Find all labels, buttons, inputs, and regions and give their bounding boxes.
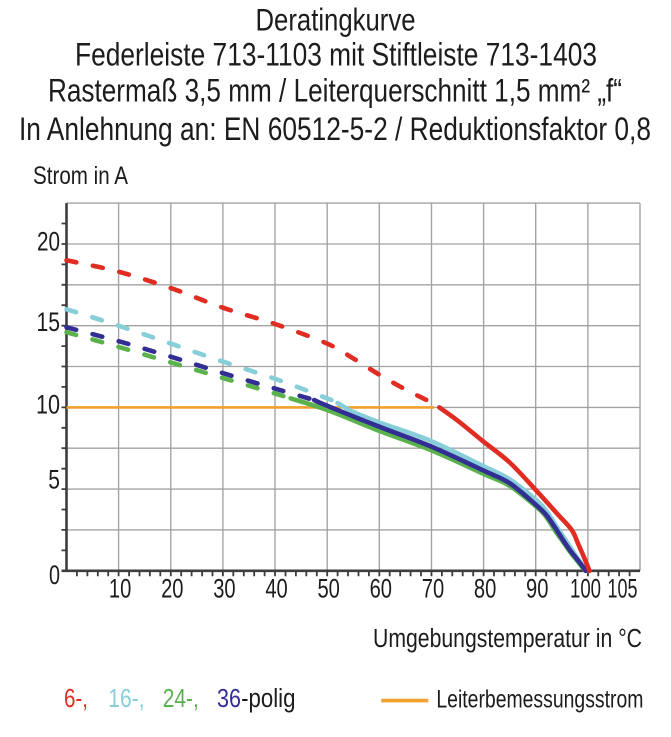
svg-text:-polig: -polig bbox=[241, 685, 295, 713]
svg-text:16-,: 16-, bbox=[108, 685, 144, 713]
svg-text:5: 5 bbox=[48, 465, 60, 495]
svg-text:Leiterbemessungsstrom: Leiterbemessungsstrom bbox=[436, 686, 643, 714]
svg-text:10: 10 bbox=[36, 389, 60, 419]
svg-text:40: 40 bbox=[265, 574, 287, 604]
svg-text:36: 36 bbox=[217, 685, 241, 713]
svg-text:Strom in A: Strom in A bbox=[33, 163, 128, 190]
svg-text:Umgebungstemperatur in °C: Umgebungstemperatur in °C bbox=[373, 625, 642, 653]
svg-text:0: 0 bbox=[49, 560, 60, 590]
svg-text:In Anlehnung an: EN 60512-5-2: In Anlehnung an: EN 60512-5-2 / Reduktio… bbox=[19, 111, 651, 147]
svg-text:20: 20 bbox=[161, 574, 183, 604]
svg-text:90: 90 bbox=[526, 574, 548, 604]
svg-text:30: 30 bbox=[213, 574, 235, 604]
svg-text:15: 15 bbox=[37, 307, 61, 337]
svg-text:20: 20 bbox=[37, 227, 60, 257]
svg-text:105: 105 bbox=[608, 574, 638, 604]
svg-text:60: 60 bbox=[370, 574, 392, 604]
svg-text:70: 70 bbox=[422, 574, 444, 604]
svg-text:100: 100 bbox=[570, 574, 601, 604]
svg-text:Federleiste 713-1103 mit Stift: Federleiste 713-1103 mit Stiftleiste 713… bbox=[75, 37, 597, 73]
svg-text:Rastermaß 3,5 mm / Leiterquers: Rastermaß 3,5 mm / Leiterquerschnitt 1,5… bbox=[48, 73, 622, 109]
svg-text:6-,: 6-, bbox=[64, 685, 88, 713]
svg-text:10: 10 bbox=[109, 574, 131, 604]
svg-text:24-,: 24-, bbox=[163, 685, 199, 713]
svg-text:Deratingkurve: Deratingkurve bbox=[256, 2, 416, 38]
svg-text:80: 80 bbox=[474, 574, 496, 604]
svg-text:50: 50 bbox=[317, 574, 339, 604]
